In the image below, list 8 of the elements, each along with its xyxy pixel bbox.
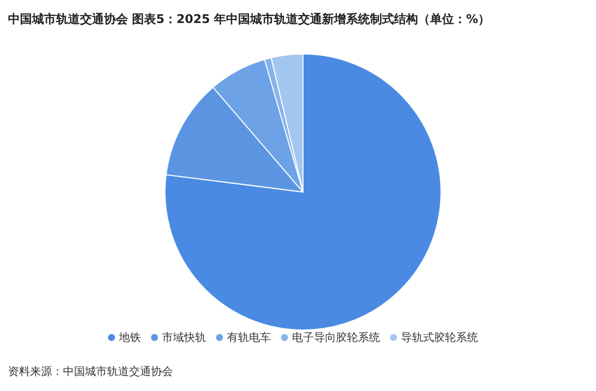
chart-title: 中国城市轨道交通协会 图表5：2025 年中国城市轨道交通新增系统制式结构（单位：%） [8,11,492,28]
pie-slice [164,54,442,330]
legend-label: 电子导向胶轮系统 [292,331,380,344]
legend-label: 有轨电车 [227,331,271,344]
legend-label: 导轨式胶轮系统 [401,331,478,344]
legend-label: 市域快轨 [162,331,206,344]
legend-label: 地铁 [119,331,141,344]
text: 资料来源：中国城市轨道交通协会 [8,364,173,379]
